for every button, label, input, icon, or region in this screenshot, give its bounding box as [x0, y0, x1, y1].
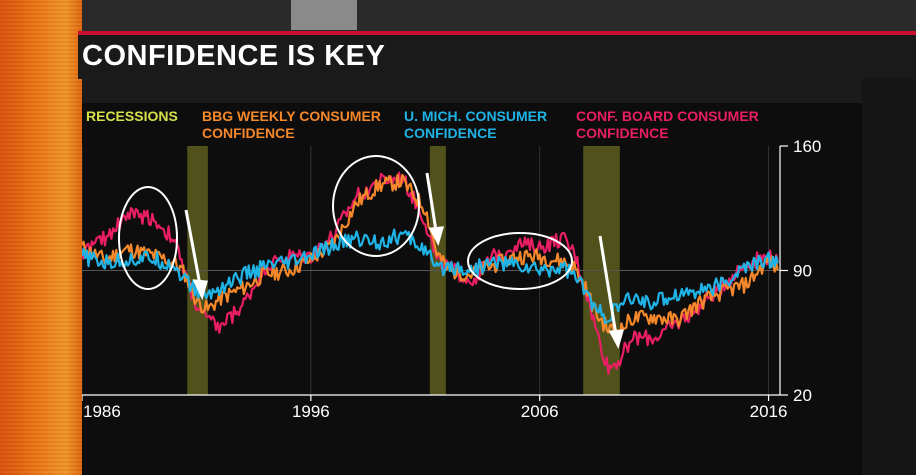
- legend-bbg-line-1: BBG WEEKLY CONSUMER: [202, 108, 381, 124]
- legend-confboard-line-2: CONFIDENCE: [576, 125, 669, 141]
- annotation-circle-1998: [332, 155, 420, 257]
- red-rule: [78, 31, 916, 35]
- y-tick-label-90: 90: [793, 262, 812, 281]
- series-line-3: [82, 171, 779, 375]
- annotations: [118, 155, 625, 349]
- annotation-arrow-2008: [598, 235, 625, 349]
- y-tick-label-20: 20: [793, 386, 812, 405]
- title-bar: [78, 35, 916, 79]
- legend-confboard-line-1: CONF. BOARD CONSUMER: [576, 108, 759, 124]
- y-tick-label-160: 160: [793, 137, 821, 156]
- right-edge-strip: [862, 36, 916, 475]
- x-tick-label-1986: 1986: [83, 402, 121, 421]
- annotation-arrow-1990: [184, 209, 208, 301]
- legend-bbg-line-2: CONFIDENCE: [202, 125, 295, 141]
- x-tick-label-2006: 2006: [521, 402, 559, 421]
- legend-umich-line-1: U. MICH. CONSUMER: [404, 108, 547, 124]
- y-axis: 20 90 160: [779, 137, 821, 405]
- series-line-2: [82, 228, 779, 325]
- x-axis: 1986 1996 2006 2016: [82, 394, 788, 421]
- studio-background: [82, 0, 916, 36]
- legend-recessions: RECESSIONS: [86, 108, 178, 124]
- annotation-circle-1987: [118, 186, 178, 290]
- chart-title: CONFIDENCE IS KEY: [82, 40, 386, 72]
- series-lines: [82, 171, 779, 375]
- x-tick-label-1996: 1996: [292, 402, 330, 421]
- orange-backdrop: [0, 0, 82, 475]
- annotation-circle-2005: [467, 232, 573, 290]
- studio-light-panel: [291, 0, 357, 30]
- legend: RECESSIONS BBG WEEKLY CONSUMER CONFIDENC…: [86, 108, 759, 141]
- legend-umich-line-2: CONFIDENCE: [404, 125, 497, 141]
- x-tick-label-2016: 2016: [750, 402, 788, 421]
- annotation-arrow-2001: [425, 172, 445, 246]
- confidence-chart: RECESSIONS BBG WEEKLY CONSUMER CONFIDENC…: [82, 108, 821, 421]
